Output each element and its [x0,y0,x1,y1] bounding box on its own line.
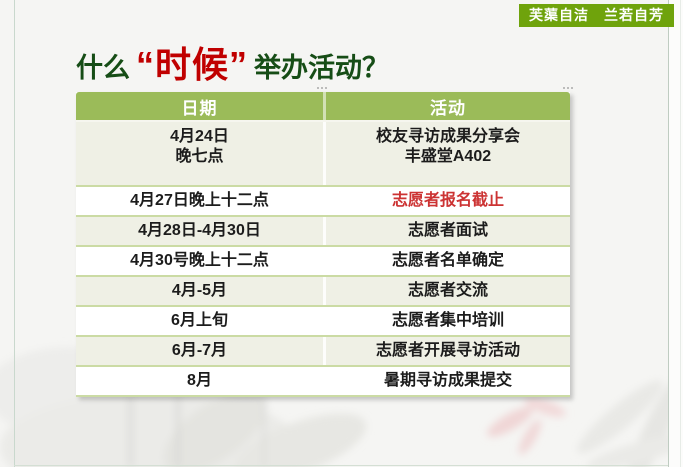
activity-cell[interactable]: 校友寻访成果分享会 丰盛堂A402 [323,122,570,185]
table-row: 4月30号晚上十二点 志愿者名单确定 [76,247,570,277]
date-cell[interactable]: 4月27日晚上十二点 [130,192,269,209]
slide-title: 什么 “时候” 举办活动？ [76,36,389,88]
header-cell-date[interactable]: 日期 [181,98,218,118]
header-cell-activity[interactable]: 活动 [323,92,570,120]
title-prefix: 什么 [76,53,130,83]
table-header-row: 日期 活动 [76,92,570,122]
table-selection-handle-icon[interactable] [317,86,329,91]
right-margin-strip [669,0,683,467]
date-cell[interactable]: 4月28日-4月30日 [138,222,261,239]
table-row: 8月 暑期寻访成果提交 [76,367,570,397]
title-suffix: 举办活动？ [254,53,390,83]
table-row: 6月上旬 志愿者集中培训 [76,307,570,337]
activity-cell[interactable]: 志愿者面试 [323,217,570,245]
title-highlight: “时候” [136,44,249,85]
date-cell[interactable]: 4月24日 晚七点 [170,128,229,165]
left-frame-line [14,0,15,467]
date-cell[interactable]: 8月 [187,372,212,389]
table-selection-handle-icon[interactable] [563,86,575,91]
table-row: 4月24日 晚七点 校友寻访成果分享会 丰盛堂A402 [76,122,570,187]
motto-badge: 芙蕖自洁 兰若自芳 [519,4,674,27]
right-frame-line [668,0,669,467]
table-row: 4月27日晚上十二点 志愿者报名截止 [76,187,570,217]
activity-cell[interactable]: 志愿者名单确定 [323,247,570,275]
schedule-table[interactable]: 日期 活动 4月24日 晚七点 校友寻访成果分享会 丰盛堂A402 4月27日晚… [76,92,570,397]
table-row: 4月28日-4月30日 志愿者面试 [76,217,570,247]
activity-cell[interactable]: 志愿者集中培训 [323,307,570,335]
activity-cell[interactable]: 暑期寻访成果提交 [323,367,570,395]
right-strip-line [680,0,681,467]
date-cell[interactable]: 6月-7月 [171,342,228,359]
date-cell[interactable]: 4月30号晚上十二点 [130,252,269,269]
bottom-frame-line [14,465,668,466]
activity-cell[interactable]: 志愿者开展寻访活动 [323,337,570,365]
date-cell[interactable]: 6月上旬 [171,312,228,329]
table-row: 4月-5月 志愿者交流 [76,277,570,307]
deadline-cell[interactable]: 志愿者报名截止 [323,187,570,215]
activity-cell[interactable]: 志愿者交流 [323,277,570,305]
table-row: 6月-7月 志愿者开展寻访活动 [76,337,570,367]
date-cell[interactable]: 4月-5月 [171,282,228,299]
